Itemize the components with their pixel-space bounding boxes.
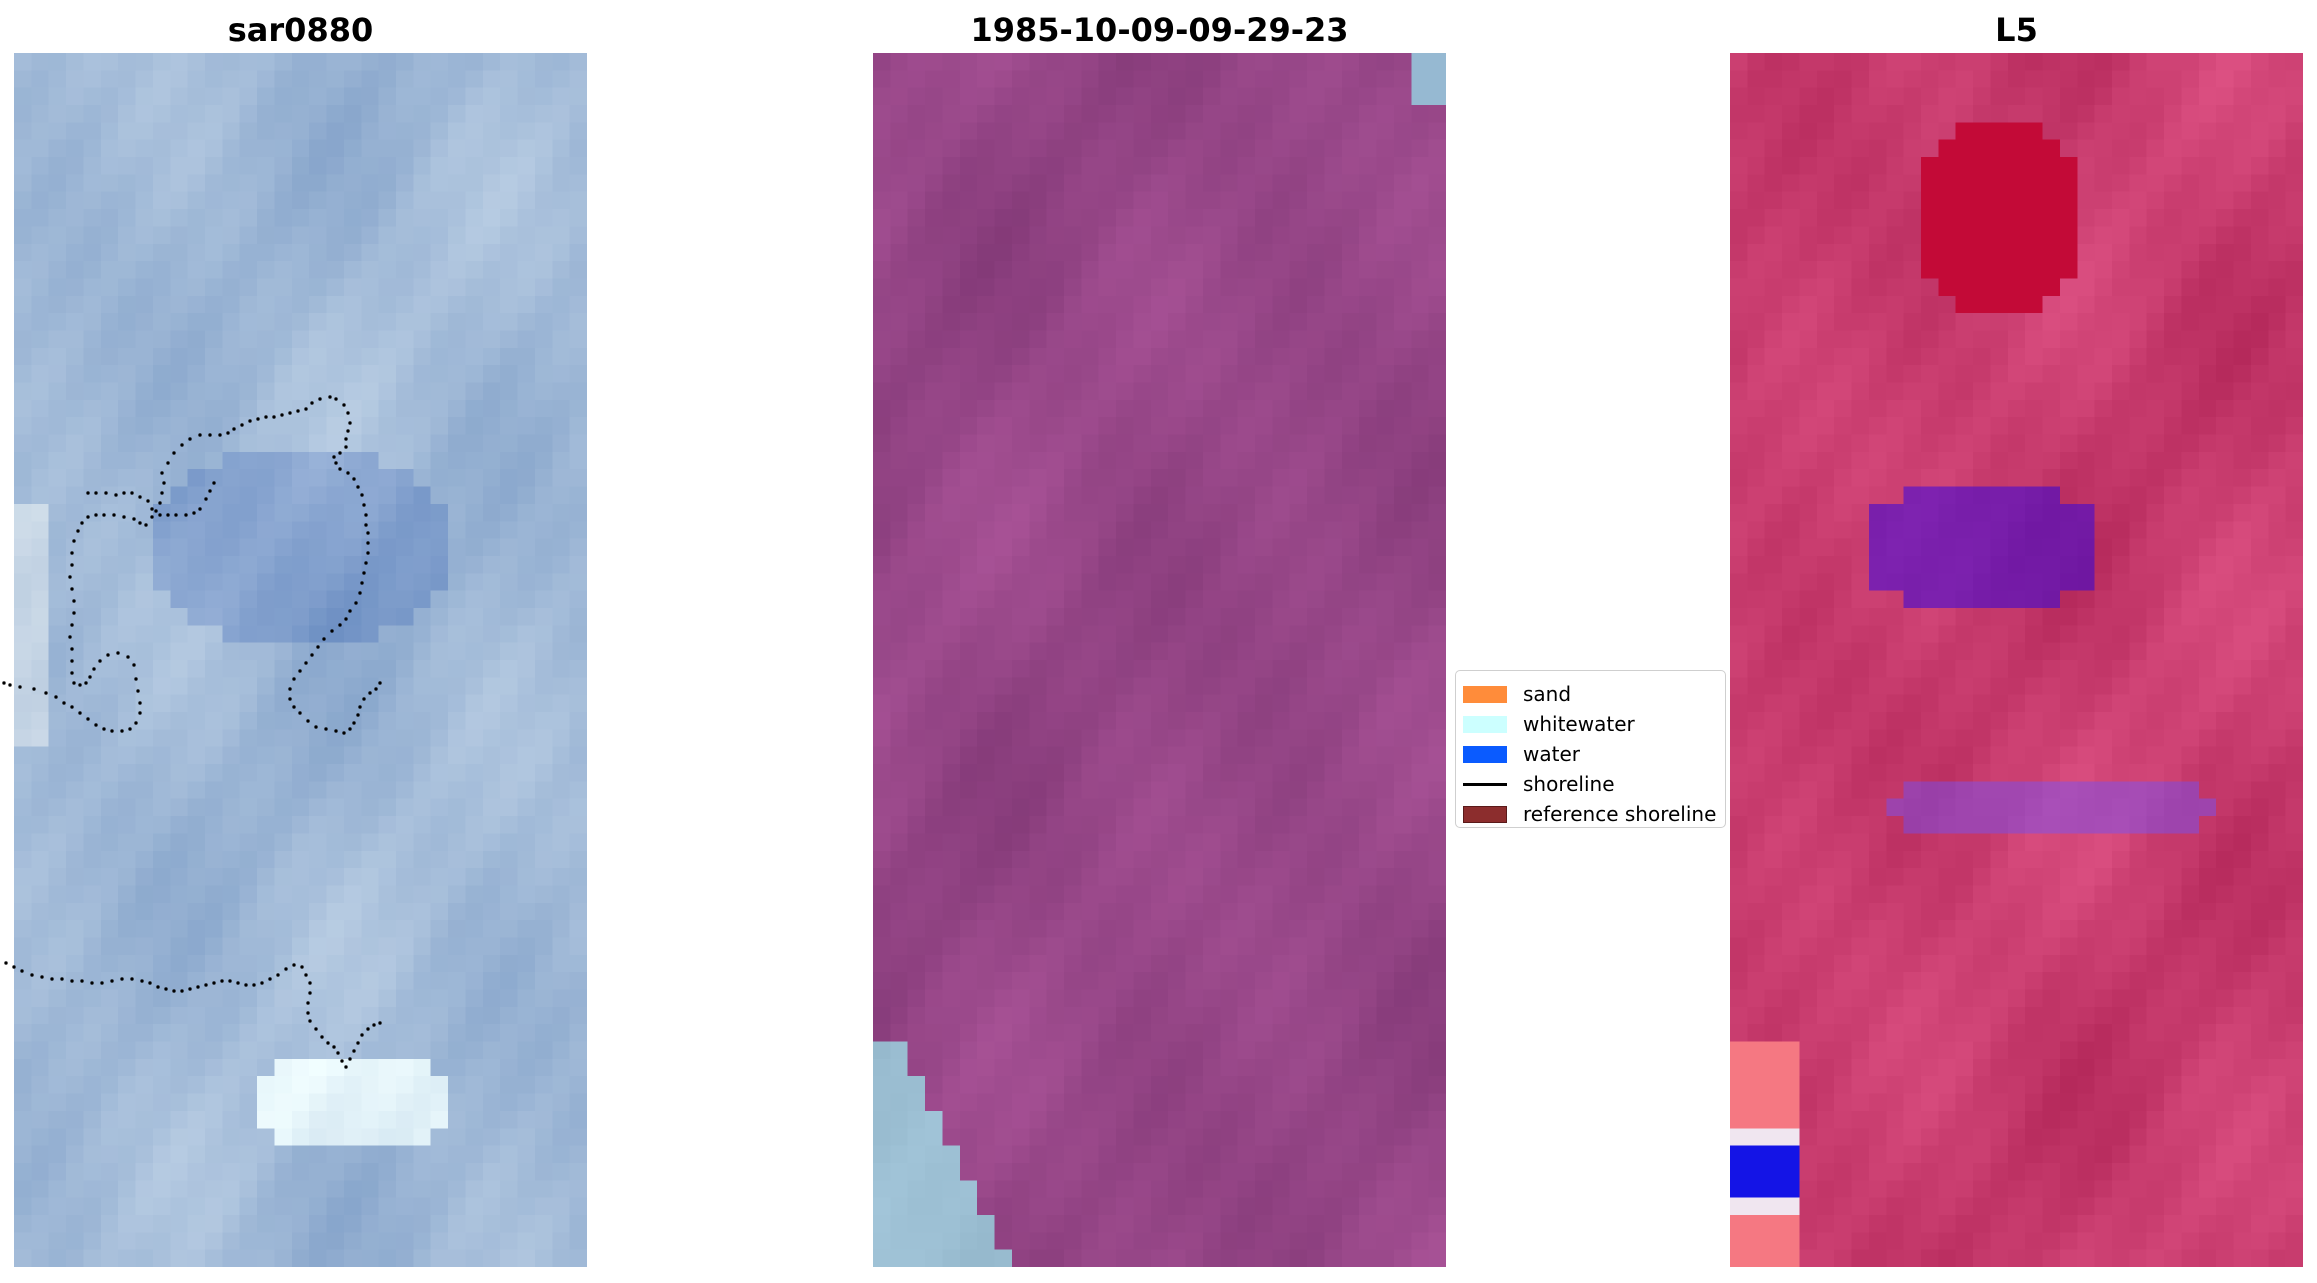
panel-title-sar: sar0880 — [227, 11, 374, 49]
panel-title-date: 1985-10-09-09-29-23 — [970, 11, 1349, 49]
satellite-image-index — [1730, 53, 2303, 1267]
legend-label-reference-shoreline: reference shoreline — [1523, 802, 1717, 826]
legend-label-shoreline: shoreline — [1523, 772, 1615, 796]
legend-label-sand: sand — [1523, 682, 1572, 706]
legend-item-whitewater: whitewater — [1456, 709, 1725, 739]
shoreline-dot — [4, 961, 8, 965]
legend-item-sand: sand — [1456, 679, 1725, 709]
legend-label-water: water — [1523, 742, 1580, 766]
panel-title-l5: L5 — [1995, 11, 2038, 49]
shoreline-dot — [8, 683, 12, 687]
shoreline-dot — [8, 683, 12, 687]
shoreline-dot — [4, 961, 8, 965]
legend-item-water: water — [1456, 739, 1725, 769]
shoreline-dot — [4, 961, 8, 965]
reference-shoreline-swatch — [1463, 805, 1507, 823]
shoreline-dot — [2, 681, 6, 685]
legend-label-whitewater: whitewater — [1523, 712, 1635, 736]
water-swatch — [1463, 745, 1507, 763]
whitewater-swatch — [1463, 715, 1507, 733]
satellite-image-false-color — [873, 53, 1446, 1267]
legend: sand whitewater water shoreline referenc… — [1455, 670, 1726, 828]
satellite-image-sar — [14, 53, 587, 1267]
legend-item-reference-shoreline: reference shoreline — [1456, 799, 1725, 829]
shoreline-dot — [2, 681, 6, 685]
shoreline-dot — [8, 683, 12, 687]
shoreline-dot — [2, 681, 6, 685]
legend-item-shoreline: shoreline — [1456, 769, 1725, 799]
sand-swatch — [1463, 685, 1507, 703]
shoreline-line-swatch — [1463, 776, 1507, 793]
